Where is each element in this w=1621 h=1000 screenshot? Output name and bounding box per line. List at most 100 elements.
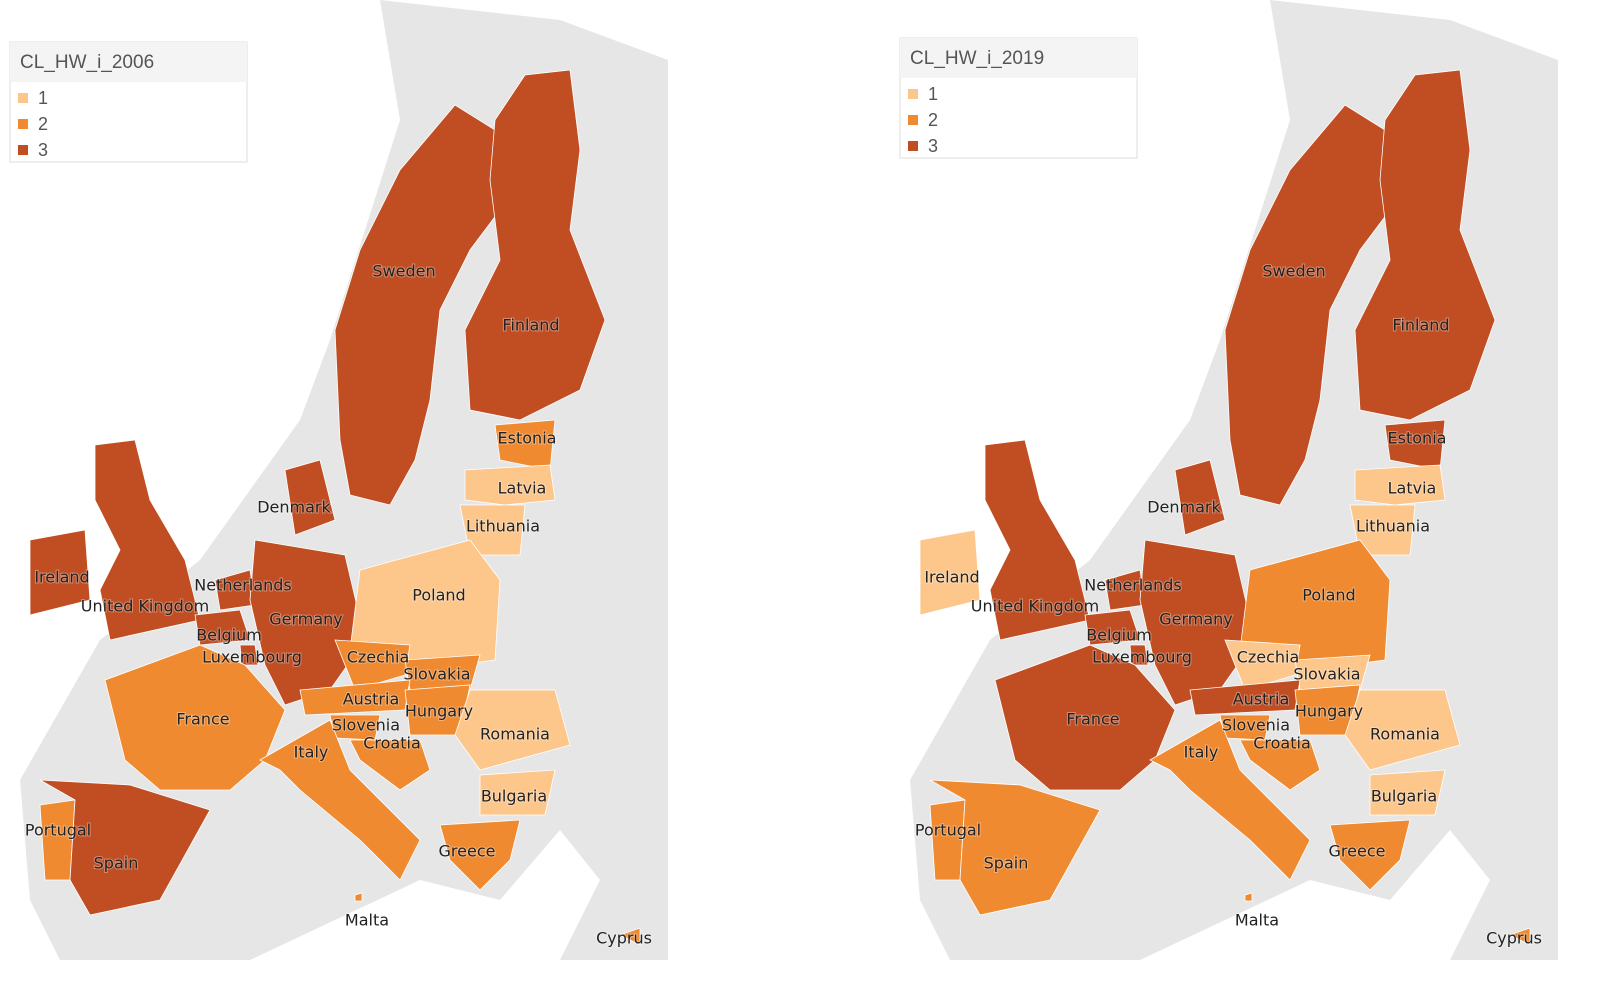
- country-label: Sweden: [372, 262, 435, 281]
- country: [929, 779, 1101, 916]
- legend: CL_HW_i_2019 1 2 3: [899, 37, 1138, 159]
- country-label: Denmark: [257, 498, 331, 517]
- country: [439, 819, 521, 891]
- country-label: Estonia: [1388, 429, 1447, 448]
- country: [94, 439, 201, 641]
- country-label: France: [176, 710, 229, 729]
- country-label: Croatia: [363, 734, 421, 753]
- country: [1224, 639, 1301, 691]
- country-label: Estonia: [498, 429, 557, 448]
- legend-label: 3: [38, 140, 48, 160]
- country: [1329, 819, 1411, 891]
- country: [1354, 464, 1446, 506]
- legend-swatch: [908, 141, 918, 151]
- country-label: Ireland: [34, 568, 89, 587]
- country: [1349, 504, 1416, 556]
- country-label: United Kingdom: [81, 597, 209, 616]
- country-label: Ireland: [924, 568, 979, 587]
- country-label: Portugal: [915, 821, 981, 840]
- country-label: Malta: [345, 911, 389, 930]
- country-label: Sweden: [1262, 262, 1325, 281]
- legend-label: 1: [928, 84, 938, 104]
- country: [1344, 689, 1461, 771]
- country-label: Bulgaria: [481, 787, 547, 806]
- legend-label: 1: [38, 88, 48, 108]
- country: [194, 609, 251, 646]
- legend-swatch: [18, 93, 28, 103]
- country: [919, 529, 981, 616]
- country-label: Germany: [1159, 610, 1233, 629]
- country-label: Lithuania: [466, 517, 540, 536]
- country-label: Spain: [984, 854, 1029, 873]
- country-label: Greece: [439, 842, 496, 861]
- country-label: Latvia: [1388, 479, 1437, 498]
- country: [1174, 459, 1226, 536]
- country-label: Italy: [294, 743, 329, 762]
- country-label: Cyprus: [1486, 929, 1542, 948]
- country-label: Slovenia: [332, 716, 400, 735]
- country: [349, 739, 431, 791]
- country-label: Romania: [480, 725, 550, 744]
- country: [1239, 739, 1321, 791]
- country: [1369, 769, 1446, 816]
- country: [1244, 892, 1253, 902]
- country-label: Czechia: [347, 648, 410, 667]
- country-label: Slovakia: [403, 665, 470, 684]
- country-label: Denmark: [1147, 498, 1221, 517]
- country-label: France: [1066, 710, 1119, 729]
- country: [284, 459, 336, 536]
- country-label: Slovenia: [1222, 716, 1290, 735]
- country-label: Italy: [1184, 743, 1219, 762]
- country-label: Latvia: [498, 479, 547, 498]
- country-label: United Kingdom: [971, 597, 1099, 616]
- legend-header: [900, 38, 1137, 78]
- country: [29, 529, 91, 616]
- country-label: Spain: [94, 854, 139, 873]
- country-label: Poland: [1302, 586, 1355, 605]
- map: Sweden Finland Estonia Latvia Lithuania Denma…: [9, 0, 668, 960]
- country-label: Netherlands: [1084, 576, 1182, 595]
- legend-label: 3: [928, 136, 938, 156]
- legend-title: CL_HW_i_2019: [910, 48, 1044, 69]
- country: [464, 69, 606, 421]
- country: [454, 689, 571, 771]
- country: [618, 927, 641, 946]
- legend-swatch: [18, 119, 28, 129]
- country-label: Austria: [1233, 690, 1290, 709]
- legend-swatch: [18, 145, 28, 155]
- country-label: Hungary: [405, 702, 473, 721]
- country-label: Belgium: [1086, 626, 1152, 645]
- country-label: Cyprus: [596, 929, 652, 948]
- legend-label: 2: [928, 110, 938, 130]
- country-label: Poland: [412, 586, 465, 605]
- country-label: Hungary: [1295, 702, 1363, 721]
- country-label: Germany: [269, 610, 343, 629]
- country: [479, 769, 556, 816]
- country: [984, 439, 1091, 641]
- country-label: Netherlands: [194, 576, 292, 595]
- country: [39, 779, 211, 916]
- country-label: Austria: [343, 690, 400, 709]
- country: [464, 464, 556, 506]
- country: [39, 799, 76, 881]
- legend-swatch: [908, 89, 918, 99]
- country: [239, 644, 259, 666]
- legend-header: [10, 42, 247, 82]
- country-label: Romania: [1370, 725, 1440, 744]
- country-label: Luxembourg: [202, 648, 302, 667]
- legend: CL_HW_i_2006 1 2 3: [9, 41, 248, 163]
- country: [929, 799, 966, 881]
- country-label: Czechia: [1237, 648, 1300, 667]
- country: [259, 719, 421, 881]
- country-label: Malta: [1235, 911, 1279, 930]
- country: [1084, 609, 1141, 646]
- country-label: Luxembourg: [1092, 648, 1192, 667]
- legend-swatch: [908, 115, 918, 125]
- country-label: Portugal: [25, 821, 91, 840]
- country: [299, 679, 411, 716]
- country: [354, 892, 363, 902]
- map: Sweden Finland Estonia Latvia Lithuania Denma…: [899, 0, 1558, 960]
- country-label: Bulgaria: [1371, 787, 1437, 806]
- country: [1508, 927, 1531, 946]
